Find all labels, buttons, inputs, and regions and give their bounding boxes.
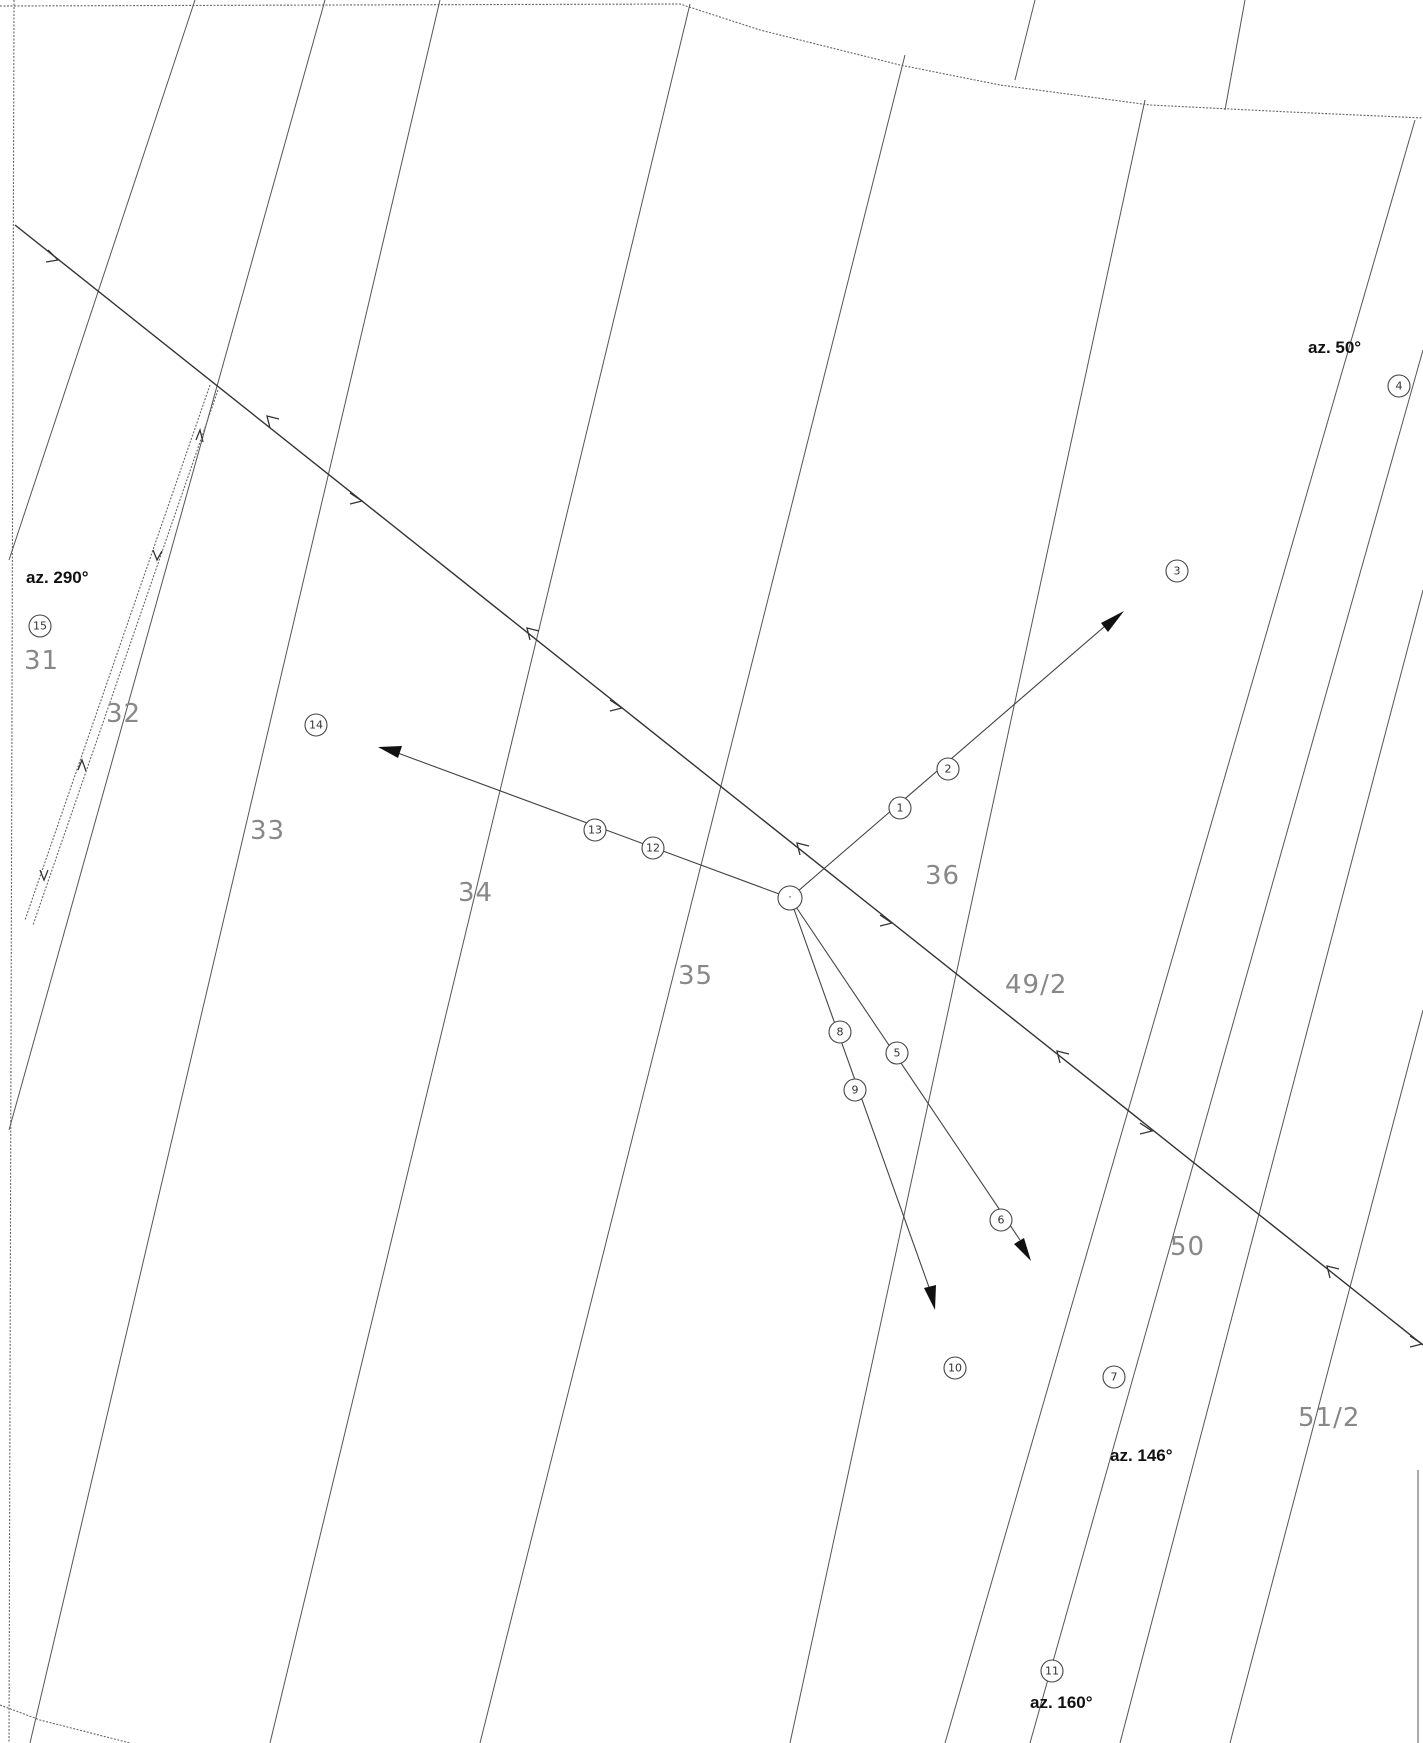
route-tick <box>879 914 894 927</box>
svg-text:7: 7 <box>1111 1371 1118 1384</box>
route-tick <box>1326 1265 1340 1279</box>
left-double-line <box>24 384 219 926</box>
parcel-line <box>479 54 906 1743</box>
map-top-boundary <box>0 3 1423 119</box>
parcel-labels: 31 32 33 34 35 36 49/2 50 51/2 <box>24 646 1360 1433</box>
svg-text:8: 8 <box>837 1026 844 1039</box>
point-markers: 1 2 3 4 5 6 7 8 9 10 11 12 13 14 15 <box>28 374 1411 1683</box>
marker-13: 13 <box>583 818 607 842</box>
azimuth-label-160: az. 160° <box>1030 1693 1093 1712</box>
azimuth-label-290: az. 290° <box>26 568 89 587</box>
marker-5: 5 <box>885 1041 909 1065</box>
marker-7: 7 <box>1102 1365 1126 1389</box>
map-bottom-left-boundary <box>0 1704 131 1743</box>
marker-6: 6 <box>989 1208 1013 1232</box>
marker-15: 15 <box>28 614 52 638</box>
route-tick <box>526 627 540 641</box>
svg-text:3: 3 <box>1174 565 1181 578</box>
route-tick <box>1056 1050 1070 1064</box>
azimuth-label-50: az. 50° <box>1308 338 1361 357</box>
marker-8: 8 <box>828 1020 852 1044</box>
parcel-label-36: 36 <box>925 861 960 891</box>
parcel-line <box>1119 589 1423 1743</box>
marker-3: 3 <box>1165 559 1189 583</box>
svg-text:14: 14 <box>309 719 323 732</box>
azimuth-label-146: az. 146° <box>1110 1446 1173 1465</box>
marker-11: 11 <box>1040 1659 1064 1683</box>
arrowhead <box>924 1285 936 1310</box>
parcel-line <box>8 0 326 1131</box>
marker-10: 10 <box>943 1356 967 1380</box>
route-tick <box>609 699 624 712</box>
route-tick <box>45 249 60 263</box>
parcel-label-32: 32 <box>106 699 141 729</box>
ray-az-146 <box>789 897 1021 1241</box>
svg-text:9: 9 <box>852 1084 859 1097</box>
parcel-line <box>1029 349 1423 1743</box>
svg-text:2: 2 <box>945 763 952 776</box>
azimuth-labels: az. 50° az. 290° az. 146° az. 160° <box>26 338 1361 1712</box>
station-circle <box>777 885 803 911</box>
svg-text:6: 6 <box>998 1214 1005 1227</box>
parcel-line <box>1224 0 1246 111</box>
svg-text:12: 12 <box>646 842 660 855</box>
marker-1: 1 <box>888 796 912 820</box>
parcel-line <box>789 99 1146 1743</box>
parcel-label-35: 35 <box>678 961 713 991</box>
route-tick <box>1139 1122 1154 1135</box>
svg-text:13: 13 <box>588 824 602 837</box>
marker-9: 9 <box>843 1078 867 1102</box>
station-dot: · <box>788 891 792 904</box>
parcel-label-34: 34 <box>458 878 493 908</box>
parcel-line <box>29 0 441 1743</box>
station-point: · <box>777 885 803 911</box>
parcel-label-31: 31 <box>24 646 59 676</box>
double-line-b <box>32 389 219 926</box>
route-tick <box>349 492 364 505</box>
svg-text:1: 1 <box>897 802 904 815</box>
marker-2: 2 <box>936 757 960 781</box>
svg-text:4: 4 <box>1396 380 1403 393</box>
svg-text:15: 15 <box>33 620 47 633</box>
svg-text:5: 5 <box>894 1047 901 1060</box>
parcel-label-50: 50 <box>1170 1232 1205 1262</box>
parcel-line <box>1014 0 1036 81</box>
arrow-tick <box>152 549 163 562</box>
parcel-line <box>944 119 1416 1743</box>
arrowhead <box>1101 611 1124 632</box>
parcel-label-33: 33 <box>250 816 285 846</box>
route-tick <box>266 415 280 429</box>
arrow-tick <box>195 427 204 443</box>
arrowhead <box>1014 1238 1031 1261</box>
arrow-tick <box>39 869 49 882</box>
route-main <box>14 224 1423 1346</box>
marker-4: 4 <box>1387 374 1411 398</box>
route-line <box>14 224 1423 1348</box>
svg-text:10: 10 <box>948 1362 962 1375</box>
marker-14: 14 <box>304 713 328 737</box>
parcel-label-49-2: 49/2 <box>1005 970 1067 1000</box>
parcel-line <box>8 0 196 561</box>
parcel-label-51-2: 51/2 <box>1298 1403 1360 1433</box>
route-tick <box>1409 1335 1423 1348</box>
svg-text:11: 11 <box>1045 1665 1059 1678</box>
map-left-boundary <box>8 0 15 1743</box>
parcel-lines <box>8 0 1423 1743</box>
route-tick <box>796 842 810 856</box>
marker-12: 12 <box>641 836 665 860</box>
parcel-line <box>1229 1009 1423 1743</box>
arrow-tick <box>77 758 87 772</box>
arrowhead <box>378 746 402 758</box>
parcel-line <box>269 3 691 1743</box>
